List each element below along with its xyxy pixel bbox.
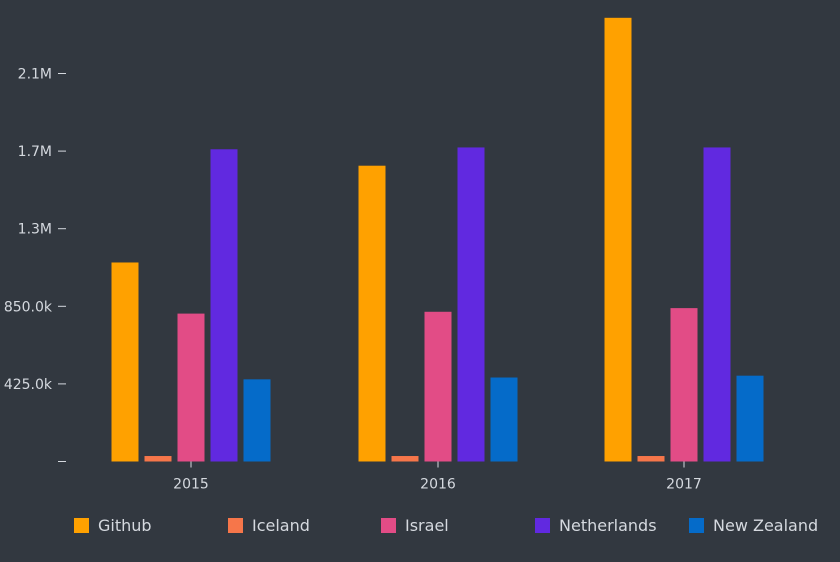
bar-iceland [391,456,419,462]
bar-iceland [144,456,172,462]
bar-new-zealand [490,377,518,462]
legend: Github Iceland Israel Netherlands New Zealan… [0,512,840,538]
legend-item[interactable]: New Zealand [689,512,818,538]
legend-item[interactable]: Iceland [228,512,310,538]
x-tick-label: 2016 [420,477,456,493]
bar-netherlands [457,147,485,462]
bar-israel [670,308,698,462]
bar-israel [177,313,205,462]
legend-label: Iceland [252,515,310,535]
legend-swatch [381,517,396,533]
y-tick-label: 850.0k [4,299,53,315]
legend-label: Github [98,515,152,535]
x-tick-label: 2017 [666,477,702,493]
legend-item[interactable]: Netherlands [535,512,657,538]
legend-label: New Zealand [713,515,819,535]
y-tick-label: 425.0k [4,377,53,393]
legend-label: Netherlands [559,515,657,535]
x-tick-label: 2015 [173,477,209,493]
bar-new-zealand [736,375,764,462]
bar-iceland [637,456,665,462]
bar-new-zealand [243,379,271,462]
legend-swatch [689,517,704,533]
bar-github [358,165,386,462]
bar-israel [424,311,452,462]
plot-area: 425.0k 850.0k 1.3M 1.7M 2.1M 2015 2016 2017 [4,17,764,493]
bar-netherlands [703,147,731,462]
y-tick-label: 1.3M [18,222,52,238]
y-tick-label: 1.7M [18,144,52,160]
y-tick-label: 2.1M [18,67,52,83]
legend-item[interactable]: Israel [381,512,449,538]
legend-item[interactable]: Github [74,512,152,538]
legend-swatch [74,517,89,533]
bar-github [604,17,632,462]
legend-swatch [228,517,243,533]
legend-label: Israel [405,515,449,535]
bar-github [111,262,139,462]
legend-swatch [535,517,550,533]
bar-netherlands [210,149,238,462]
